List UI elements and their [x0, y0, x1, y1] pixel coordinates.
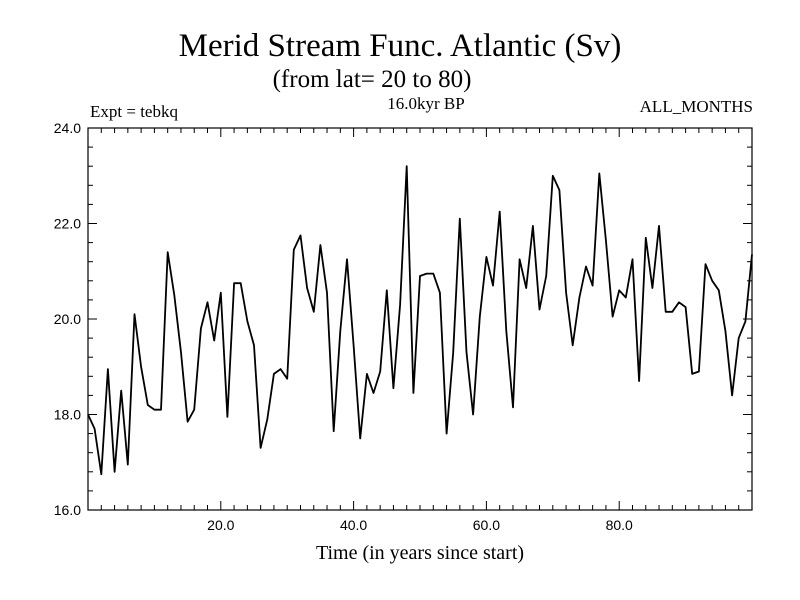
axis-ticks [88, 128, 752, 510]
y-tick-label: 22.0 [54, 216, 81, 232]
chart-subtitle: (from lat= 20 to 80) [272, 66, 472, 93]
era-label: 16.0kyr BP [387, 94, 465, 113]
x-tick-label: 60.0 [473, 517, 500, 533]
axis-tick-labels: 20.0 40.0 60.0 80.0 16.0 18.0 20.0 22.0 24.0 [54, 120, 633, 533]
experiment-label: Expt = tebkq [90, 102, 178, 121]
x-tick-label: 20.0 [207, 517, 234, 533]
y-tick-label: 20.0 [54, 311, 81, 327]
plot-frame [87, 127, 753, 511]
chart-title: Merid Stream Func. Atlantic (Sv) [178, 28, 622, 64]
data-series-line [87, 165, 753, 476]
x-axis-label: Time (in years since start) [315, 542, 525, 564]
x-tick-label: 40.0 [340, 517, 367, 533]
y-tick-label: 16.0 [54, 502, 81, 518]
months-label: ALL_MONTHS [639, 97, 753, 116]
y-tick-label: 24.0 [54, 120, 81, 136]
y-tick-label: 18.0 [54, 407, 81, 423]
x-tick-label: 80.0 [606, 517, 633, 533]
